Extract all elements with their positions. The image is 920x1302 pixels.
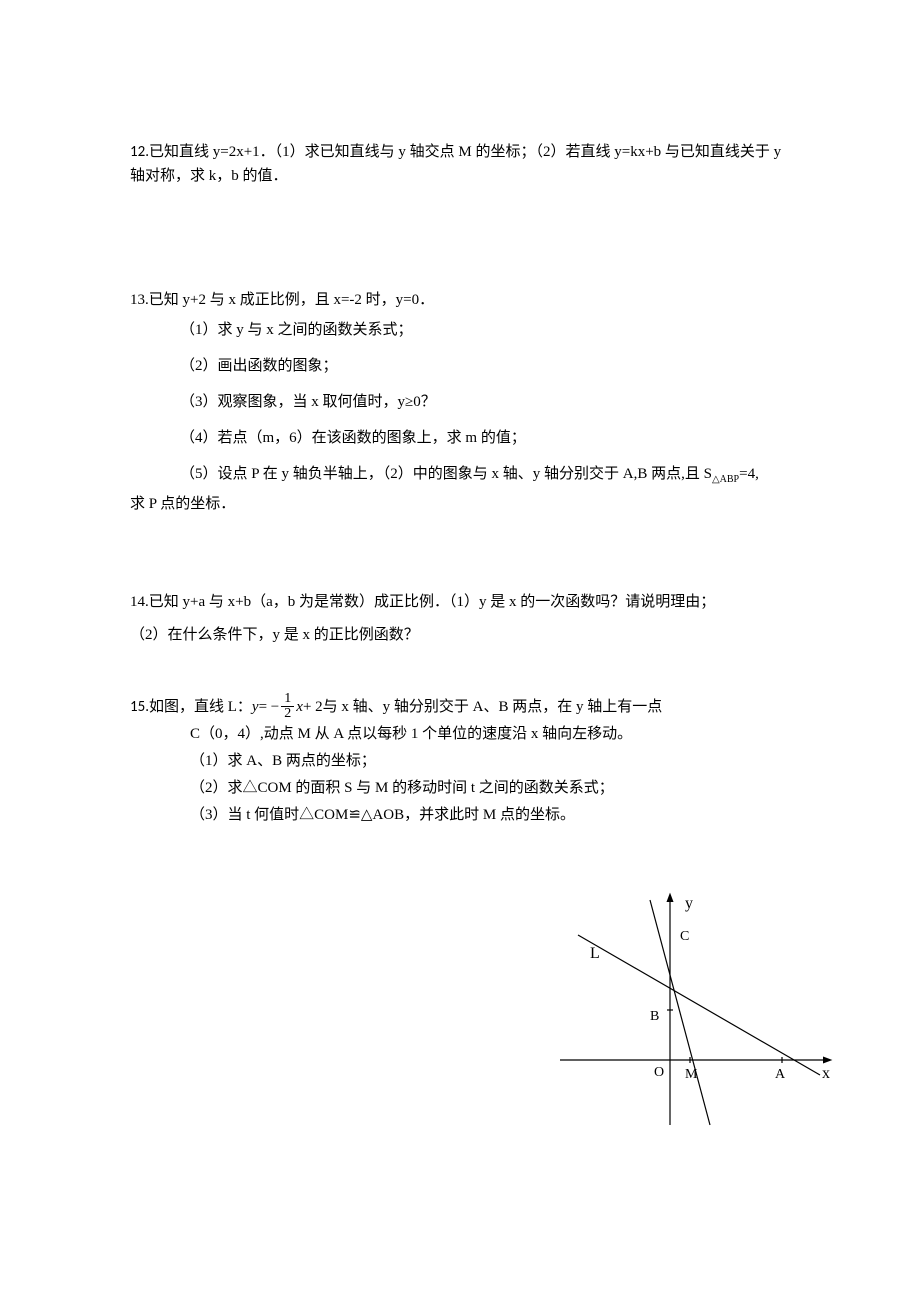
q15-sub1: （1）求 A、B 两点的坐标； <box>130 748 790 775</box>
q13-stem: 已知 y+2 与 x 成正比例，且 x=-2 时，y=0． <box>149 292 434 308</box>
q15-eq: y = − 1 2 x + 2 <box>252 692 323 721</box>
eq-eq: = − <box>259 695 280 719</box>
eq-frac-den: 2 <box>281 707 294 721</box>
q15-prefix: 如图，直线 L： <box>149 695 252 719</box>
q13-number: 13. <box>130 292 149 308</box>
q14-line1: 14.已知 y+a 与 x+b（a，b 为是常数）成正比例．（1）y 是 x 的… <box>130 586 790 619</box>
q13-s5-subscript: △ABP <box>712 474 739 485</box>
page: 12.已知直线 y=2x+1．（1）求已知直线与 y 轴交点 M 的坐标；（2）… <box>0 0 920 1302</box>
eq-fraction: 1 2 <box>281 692 294 721</box>
q15-sub2: （2）求△COM 的面积 S 与 M 的移动时间 t 之间的函数关系式； <box>130 775 790 802</box>
q13-stem-line: 13.已知 y+2 与 x 成正比例，且 x=-2 时，y=0． <box>130 288 790 312</box>
question-14: 14.已知 y+a 与 x+b（a，b 为是常数）成正比例．（1）y 是 x 的… <box>130 586 790 652</box>
question-13: 13.已知 y+2 与 x 成正比例，且 x=-2 时，y=0． （1）求 y … <box>130 288 790 516</box>
eq-x: x <box>296 695 303 719</box>
q15-sub3: （3）当 t 何值时△COM≌△AOB，并求此时 M 点的坐标。 <box>130 802 790 829</box>
svg-text:M: M <box>685 1067 698 1082</box>
eq-tail: + 2 <box>303 695 323 719</box>
question-15: 15.如图，直线 L： y = − 1 2 x + 2 与 x 轴、y 轴分别交… <box>130 692 790 829</box>
q14-number: 14. <box>130 594 149 610</box>
q12-number: 12. <box>130 143 149 161</box>
svg-text:A: A <box>775 1067 786 1082</box>
svg-text:y: y <box>685 895 693 912</box>
q13-sub1: （1）求 y 与 x 之间的函数关系式； <box>130 312 790 348</box>
eq-y: y <box>252 695 259 719</box>
q13-sub3: （3）观察图象，当 x 取何值时，y≥0？ <box>130 384 790 420</box>
eq-frac-num: 1 <box>281 692 294 707</box>
coordinate-diagram: y x O L C B M A <box>550 880 840 1140</box>
q13-s5c: 求 P 点的坐标． <box>130 492 790 516</box>
q12-text: 已知直线 y=2x+1．（1）求已知直线与 y 轴交点 M 的坐标；（2）若直线… <box>130 144 781 184</box>
q13-s5b: =4, <box>739 466 759 482</box>
q13-sub2: （2）画出函数的图象； <box>130 348 790 384</box>
svg-text:O: O <box>654 1065 664 1080</box>
svg-text:x: x <box>822 1065 830 1082</box>
svg-text:B: B <box>650 1009 659 1024</box>
q15-sub0: C（0，4）,动点 M 从 A 点以每秒 1 个单位的速度沿 x 轴向左移动。 <box>130 721 790 748</box>
q15-number: 15. <box>130 695 149 719</box>
q15-after: 与 x 轴、y 轴分别交于 A、B 两点，在 y 轴上有一点 <box>323 695 663 719</box>
q15-stem-line: 15.如图，直线 L： y = − 1 2 x + 2 与 x 轴、y 轴分别交… <box>130 692 790 721</box>
q14-l2: （2）在什么条件下，y 是 x 的正比例函数？ <box>130 619 790 652</box>
q13-s5a: （5）设点 P 在 y 轴负半轴上，（2）中的图象与 x 轴、y 轴分别交于 A… <box>180 466 712 482</box>
q13-sub4: （4）若点（m，6）在该函数的图象上，求 m 的值； <box>130 420 790 456</box>
q13-sub5: （5）设点 P 在 y 轴负半轴上，（2）中的图象与 x 轴、y 轴分别交于 A… <box>130 456 790 492</box>
q14-l1: 已知 y+a 与 x+b（a，b 为是常数）成正比例．（1）y 是 x 的一次函… <box>149 594 716 610</box>
svg-text:L: L <box>590 945 600 962</box>
svg-text:C: C <box>680 929 689 944</box>
question-12: 12.已知直线 y=2x+1．（1）求已知直线与 y 轴交点 M 的坐标；（2）… <box>130 140 790 188</box>
